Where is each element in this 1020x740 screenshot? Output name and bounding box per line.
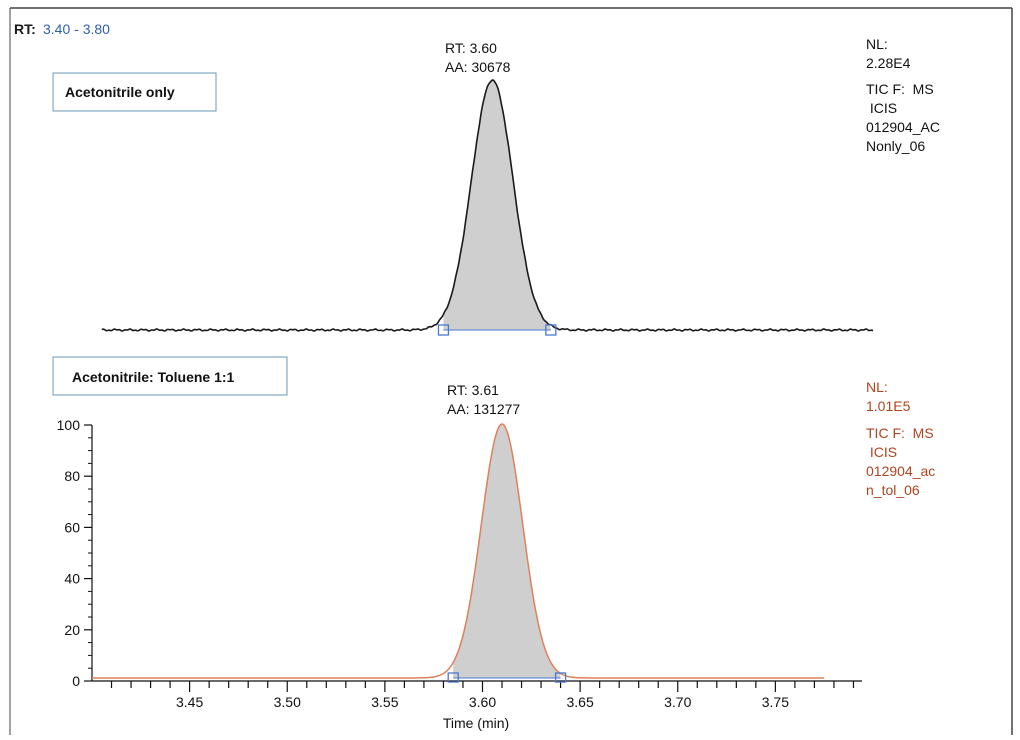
y-tick-label: 40 — [64, 571, 80, 587]
bottom-peak-start-marker — [447, 672, 459, 683]
y-tick-label: 20 — [64, 622, 80, 638]
bottom-panel: Acetonitrile: Toluene 1:1 RT: 3.61 AA: 1… — [52, 356, 935, 731]
x-tick-label: 3.55 — [371, 694, 398, 710]
top-peak-fill — [443, 80, 551, 330]
bottom-nl-line-1: 1.01E5 — [866, 398, 911, 414]
top-nl-line-3: ICIS — [866, 100, 897, 116]
x-axis-ticks: 3.45 3.50 3.55 3.60 3.65 3.70 3.75 — [110, 681, 855, 710]
bottom-nl-line-5: n_tol_06 — [866, 482, 920, 498]
bottom-label-box — [52, 356, 288, 396]
bottom-nl-line-2: TIC F: MS — [866, 425, 934, 441]
top-peak-end-marker — [545, 324, 557, 336]
y-axis-ticks: 0 20 40 60 80 100 — [57, 417, 92, 689]
top-nl-line-5: Nonly_06 — [866, 138, 925, 154]
top-label-box — [52, 72, 217, 112]
bottom-peak-end-marker — [554, 672, 567, 683]
y-tick-label: 60 — [64, 519, 80, 535]
bottom-peak-fill — [453, 424, 561, 678]
top-nl-line-1: 2.28E4 — [866, 55, 911, 71]
bottom-nl-line-0: NL: — [866, 379, 888, 395]
top-peak-aa: AA: 30678 — [445, 59, 511, 75]
top-nl-block: NL: 2.28E4 TIC F: MS ICIS 012904_AC Nonl… — [866, 36, 940, 154]
top-nl-line-4: 012904_AC — [866, 119, 940, 135]
bottom-trace-line — [92, 423, 825, 679]
top-trace-line — [101, 79, 874, 332]
y-tick-label: 100 — [57, 417, 81, 433]
bottom-nl-line-4: 012904_ac — [866, 463, 935, 479]
rt-range-prefix: RT: — [14, 21, 36, 37]
x-tick-label: 3.75 — [762, 694, 789, 710]
y-tick-label: 0 — [72, 673, 80, 689]
x-axis-title: Time (min) — [443, 715, 509, 731]
x-tick-label: 3.65 — [567, 694, 594, 710]
top-nl-line-2: TIC F: MS — [866, 81, 934, 97]
x-tick-label: 3.50 — [274, 694, 301, 710]
bottom-label-text: Acetonitrile: Toluene 1:1 — [72, 369, 235, 385]
top-peak-rt: RT: 3.60 — [445, 40, 497, 56]
x-tick-label: 3.70 — [664, 694, 691, 710]
x-tick-label: 3.45 — [176, 694, 203, 710]
top-nl-line-0: NL: — [866, 36, 888, 52]
top-panel: Acetonitrile only RT: 3.60 AA: 30678 NL:… — [52, 36, 940, 336]
top-peak-start-marker — [437, 324, 450, 336]
bottom-peak-aa: AA: 131277 — [447, 401, 520, 417]
y-tick-label: 80 — [64, 468, 80, 484]
bottom-peak-rt: RT: 3.61 — [447, 382, 499, 398]
bottom-nl-line-3: ICIS — [866, 444, 897, 460]
x-tick-label: 3.60 — [469, 694, 496, 710]
bottom-nl-block: NL: 1.01E5 TIC F: MS ICIS 012904_ac n_to… — [866, 379, 935, 498]
top-label-text: Acetonitrile only — [65, 84, 175, 100]
rt-range-value: 3.40 - 3.80 — [43, 21, 110, 37]
